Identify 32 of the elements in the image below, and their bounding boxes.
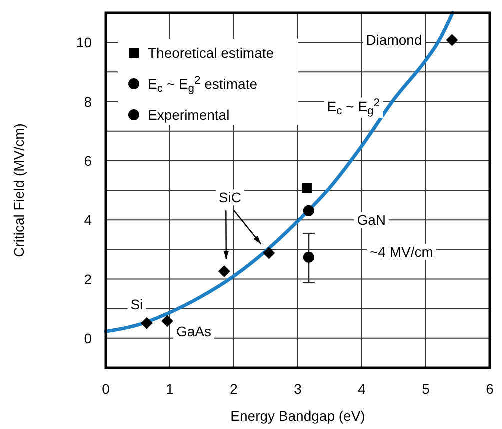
x-axis-title: Energy Bandgap (eV) <box>230 408 366 424</box>
point <box>302 183 312 194</box>
y-tick-label: 4 <box>84 212 92 228</box>
x-tick-label: 4 <box>358 381 366 397</box>
point <box>446 34 458 46</box>
annotation: Si <box>130 296 144 312</box>
y-tick-label: 2 <box>84 271 92 288</box>
y-tick-label: 6 <box>84 152 92 169</box>
legend-label: E$_{c}$ ~ E$_{g}$$^{2}$ estimate <box>148 75 258 96</box>
point <box>303 205 314 216</box>
annotation: ~4 MV/cm <box>370 244 434 260</box>
point <box>218 266 230 278</box>
x-tick-label: 1 <box>166 381 174 397</box>
legend-label: Experimental <box>148 107 230 123</box>
point <box>140 317 153 330</box>
point <box>263 247 276 260</box>
annotation: GaAs <box>176 323 212 340</box>
x-tick-label: 5 <box>422 381 430 397</box>
y-tick-label: 0 <box>84 330 92 346</box>
legend-label: Theoretical estimate <box>148 45 274 61</box>
point <box>303 252 314 263</box>
y-tick-label: 10 <box>76 34 92 51</box>
x-tick-label: 2 <box>230 381 238 397</box>
annotation: SiC <box>218 190 242 206</box>
x-tick-label: 6 <box>486 381 494 397</box>
annotation: GaN <box>357 212 386 228</box>
x-tick-label: 0 <box>102 381 110 397</box>
annotation: Diamond <box>366 32 422 48</box>
y-axis-title: Critical Field (MV/cm) <box>11 124 27 258</box>
y-tick-label: 8 <box>84 94 92 110</box>
x-tick-label: 3 <box>294 381 302 397</box>
point <box>161 315 174 328</box>
